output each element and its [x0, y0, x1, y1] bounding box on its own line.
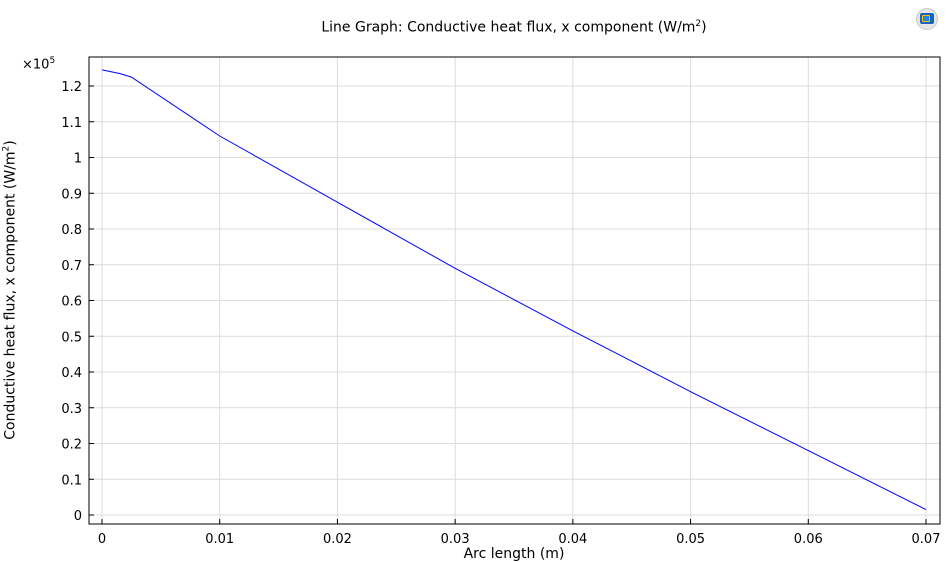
- x-tick-label: 0.05: [676, 532, 705, 547]
- y-tick-label: 0.5: [61, 330, 82, 345]
- y-tick-label: 0.7: [61, 259, 82, 274]
- plot-frame: [88, 56, 941, 525]
- x-tick-label: 0.07: [912, 532, 941, 547]
- y-tick-label: 0: [74, 509, 82, 524]
- y-tick-label: 0.6: [61, 295, 82, 310]
- y-tick-label: 0.9: [61, 187, 82, 202]
- comsol-logo-icon: [916, 8, 938, 30]
- x-tick-label: 0.06: [794, 532, 823, 547]
- y-axis-multiplier: ×105: [22, 56, 56, 73]
- x-tick-label: 0.01: [205, 532, 234, 547]
- y-tick-label: 0.1: [61, 473, 82, 488]
- y-tick-label: 1: [74, 152, 82, 167]
- y-tick-label: 1.2: [61, 80, 82, 95]
- y-tick-label: 0.4: [61, 366, 82, 381]
- y-tick-label: 1.1: [61, 116, 82, 131]
- x-tick-label: 0.02: [323, 532, 352, 547]
- y-tick-label: 0.8: [61, 223, 82, 238]
- y-tick-label: 0.2: [61, 438, 82, 453]
- y-tick-label: 0.3: [61, 402, 82, 417]
- x-axis-label: Arc length (m): [463, 546, 565, 562]
- x-tick-label: 0.04: [558, 532, 587, 547]
- x-tick-label: 0: [98, 532, 106, 547]
- x-tick-label: 0.03: [441, 532, 470, 547]
- series-line: [101, 69, 927, 511]
- chart-title: Line Graph: Conductive heat flux, x comp…: [321, 19, 707, 36]
